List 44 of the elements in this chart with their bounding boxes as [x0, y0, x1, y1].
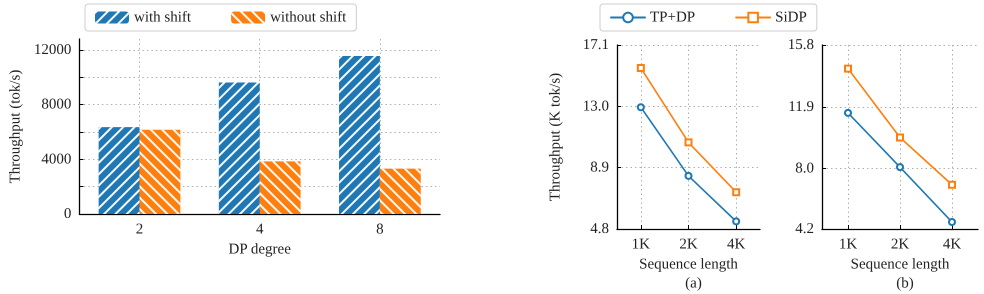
x-tick-label: 8: [376, 222, 384, 238]
point: [636, 103, 645, 112]
x-tick-label: 2K: [890, 236, 910, 252]
point: [732, 217, 740, 226]
point: [684, 138, 692, 146]
y-tick-label: 8.9: [590, 160, 609, 176]
y-tick-label: 0: [64, 206, 72, 222]
point: [896, 163, 904, 172]
x-tick-label: 2K: [679, 236, 698, 252]
y-tick-label: 8.0: [795, 160, 814, 177]
point: [896, 133, 904, 142]
y-tick-label: 4.2: [795, 221, 814, 237]
x-tick-label: 1K: [838, 236, 858, 252]
point: [684, 172, 692, 180]
y-axis-title: Throughput (K tok/s): [548, 72, 564, 202]
y-tick-label: 8000: [41, 96, 72, 113]
y-tick-label: 12000: [34, 42, 72, 58]
point: [948, 180, 956, 189]
point: [732, 188, 740, 196]
y-tick-label: 15.8: [788, 37, 814, 53]
y-tick-label: 11.9: [788, 98, 814, 115]
x-tick-label: 4: [256, 222, 264, 238]
x-axis-title: Sequence length: [639, 256, 738, 272]
y-tick-label: 4.8: [590, 221, 609, 237]
x-axis-title: DP degree: [228, 242, 292, 258]
x-axis-title: Sequence length: [850, 256, 950, 272]
legend-label: with shift: [134, 10, 192, 26]
x-tick-label: 2: [136, 222, 144, 238]
x-tick-label: 4K: [726, 236, 746, 252]
y-tick-label: 13.0: [582, 98, 609, 114]
point: [636, 64, 645, 72]
x-tick-label: 4K: [942, 236, 962, 252]
y-tick-label: 17.1: [582, 37, 609, 53]
legend-label: without shift: [270, 10, 348, 26]
x-tick-label: 1K: [632, 236, 650, 252]
y-axis-title: Throughput (tok/s): [8, 70, 24, 184]
point: [844, 64, 852, 73]
legend-label: TP+DP: [650, 10, 696, 26]
text: (b): [896, 276, 914, 292]
point: [844, 108, 852, 117]
y-tick-label: 4000: [41, 151, 72, 168]
legend-label: SiDP: [775, 10, 807, 26]
point: [948, 218, 956, 226]
text: (a): [685, 276, 702, 292]
